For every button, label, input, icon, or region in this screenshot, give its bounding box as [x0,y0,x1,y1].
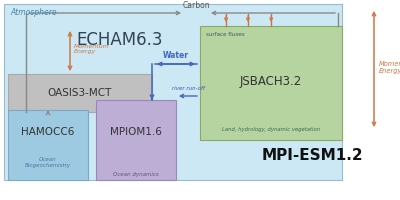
Text: Carbon: Carbon [182,1,210,10]
Text: Momentum
Energy: Momentum Energy [74,44,110,54]
Text: MPIOM1.6: MPIOM1.6 [110,127,162,137]
Text: Atmosphere: Atmosphere [10,8,57,17]
Text: Land, hydrology, dynamic vegetation: Land, hydrology, dynamic vegetation [222,127,320,132]
Text: Momentum
Energy: Momentum Energy [379,62,400,74]
FancyBboxPatch shape [200,26,342,140]
FancyBboxPatch shape [8,74,152,112]
Text: Ocean dynamics: Ocean dynamics [113,172,159,177]
Text: OASIS3-MCT: OASIS3-MCT [48,88,112,98]
Text: river run-off: river run-off [172,86,204,91]
Text: ECHAM6.3: ECHAM6.3 [77,31,163,49]
FancyBboxPatch shape [96,100,176,180]
FancyBboxPatch shape [4,4,342,180]
Text: Water: Water [163,51,189,60]
Text: Ocean
Biogeochemistry: Ocean Biogeochemistry [25,157,71,168]
FancyBboxPatch shape [8,110,88,180]
Text: MPI-ESM1.2: MPI-ESM1.2 [261,148,363,164]
Text: surface fluxes: surface fluxes [206,32,245,37]
Text: HAMOCC6: HAMOCC6 [21,127,75,137]
Text: JSBACH3.2: JSBACH3.2 [240,75,302,88]
